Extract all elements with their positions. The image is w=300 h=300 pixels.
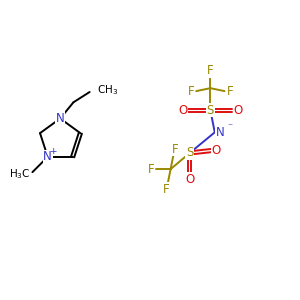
Text: CH$_3$: CH$_3$ (97, 83, 118, 97)
Text: F: F (188, 85, 194, 98)
Text: O: O (233, 104, 242, 117)
Text: O: O (212, 144, 221, 157)
Text: O: O (185, 173, 194, 186)
Text: S: S (207, 104, 214, 117)
Text: N: N (216, 126, 224, 139)
Text: ⁻: ⁻ (227, 122, 233, 132)
Text: F: F (148, 163, 154, 176)
Text: F: F (172, 142, 178, 156)
Text: N: N (56, 112, 64, 125)
Text: F: F (207, 64, 214, 77)
Text: F: F (226, 85, 233, 98)
Text: +: + (49, 147, 57, 156)
Text: N: N (44, 150, 52, 163)
Text: O: O (178, 104, 188, 117)
Text: F: F (163, 183, 169, 196)
Text: H$_3$C: H$_3$C (9, 168, 31, 182)
Text: S: S (186, 146, 194, 159)
